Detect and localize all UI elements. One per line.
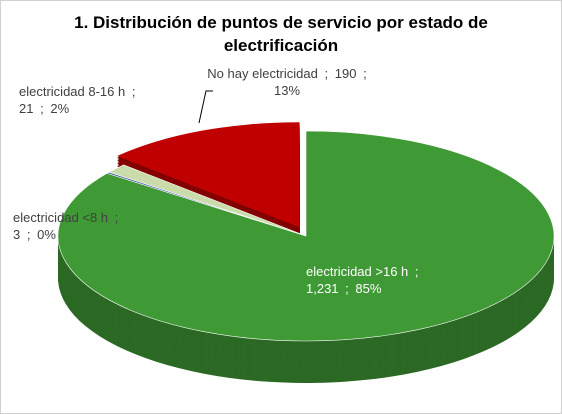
category-name: No hay electricidad — [207, 66, 318, 81]
separator: ; — [345, 281, 349, 296]
value-label: 21 — [19, 101, 34, 116]
separator: ; — [40, 101, 44, 116]
data-label: electricidad <8 h ; 3 ; 0% — [13, 209, 133, 243]
data-label: electricidad >16 h ; 1,231 ; 85% — [306, 263, 436, 297]
leader-line — [198, 90, 213, 124]
separator: ; — [324, 66, 329, 81]
separator: ; — [131, 84, 136, 99]
category-name: electricidad <8 h — [13, 210, 109, 225]
chart-title: 1. Distribución de puntos de servicio po… — [74, 13, 488, 55]
slice — [108, 164, 307, 237]
category-name: electricidad >16 h — [306, 264, 409, 279]
percent-label: 85% — [355, 281, 382, 296]
value-label: 3 — [13, 227, 21, 242]
percent-label: 2% — [50, 101, 70, 116]
value-label: 190 — [334, 66, 357, 81]
data-label: electricidad 8-16 h ; 21 ; 2% — [19, 83, 159, 117]
percent-label: 0% — [37, 227, 56, 242]
category-name: electricidad 8-16 h — [19, 84, 126, 99]
separator: ; — [363, 66, 367, 81]
slice — [117, 122, 300, 228]
separator: ; — [114, 210, 119, 225]
value-label: 1,231 — [306, 281, 339, 296]
separator: ; — [26, 227, 31, 242]
percent-label: 13% — [273, 83, 301, 98]
separator: ; — [414, 264, 419, 279]
data-label: No hay electricidad ; 190 ; 13% — [201, 65, 376, 99]
